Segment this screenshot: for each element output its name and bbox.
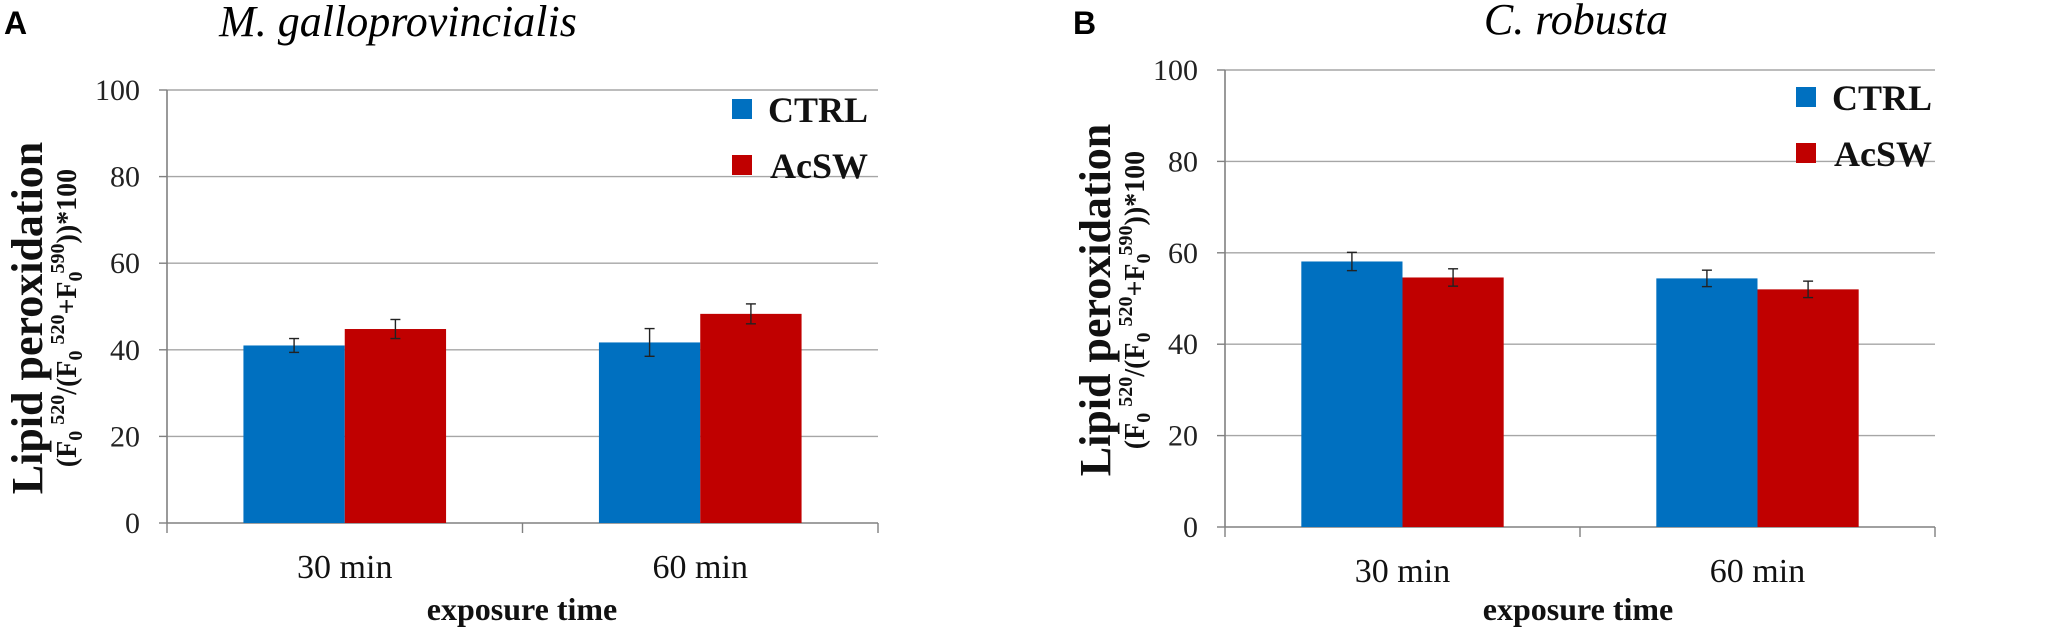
panel-a: A M. galloprovincialis Lipid peroxidatio… — [3, 0, 879, 627]
panel-a-ylabel-main: Lipid peroxidation — [3, 142, 52, 495]
panel-b-bar-ctrl-2 — [1656, 278, 1758, 527]
panel-b-letter: B — [1073, 5, 1096, 41]
panel-b-ylabel: Lipid peroxidation (F0520/(F0520+F0590))… — [1071, 124, 1155, 477]
panel-a-legend-label-acsw: AcSW — [770, 146, 868, 186]
panel-b-ytick-label: 100 — [1153, 54, 1198, 87]
panel-b-legend-label-acsw: AcSW — [1834, 134, 1932, 174]
panel-a-legend: CTRL AcSW — [732, 90, 868, 186]
panel-b-ytick-label: 20 — [1168, 420, 1198, 453]
panel-b-bar-acsw-2 — [1757, 289, 1859, 527]
panel-a-xlabel: exposure time — [427, 591, 617, 627]
panel-a-legend-swatch-acsw — [732, 155, 752, 175]
panel-b-legend-swatch-ctrl — [1796, 87, 1816, 107]
panel-a-ytick-label: 40 — [110, 334, 140, 367]
panel-a-ytick-label: 20 — [110, 420, 140, 453]
panel-b-ytick-label: 60 — [1168, 237, 1198, 270]
panel-b-ytick-label: 0 — [1183, 511, 1198, 544]
panel-a-ylabel-sub: (F0520/(F0520+F0590))*100 — [47, 169, 87, 467]
panel-a-bar-acsw-1 — [344, 329, 447, 523]
panel-b-title: C. robusta — [1484, 0, 1668, 44]
panel-b-category-label: 60 min — [1710, 553, 1805, 590]
panel-a-plot: 0 20 40 60 80 100 30 min 60 min — [95, 74, 879, 586]
panel-b: B C. robusta Lipid peroxidation (F0520/(… — [1071, 0, 1936, 627]
panel-b-legend: CTRL AcSW — [1796, 78, 1932, 174]
panel-a-ylabel: Lipid peroxidation (F0520/(F0520+F0590))… — [3, 142, 87, 495]
panel-b-ylabel-main: Lipid peroxidation — [1071, 124, 1120, 477]
panel-a-ytick-label: 60 — [110, 247, 140, 280]
panel-a-ytick-label: 80 — [110, 161, 140, 194]
panel-b-plot: 0 20 40 60 80 100 30 min 60 min — [1153, 54, 1936, 590]
panel-b-legend-label-ctrl: CTRL — [1832, 78, 1932, 118]
panel-a-legend-swatch-ctrl — [732, 99, 752, 119]
panel-a-letter: A — [4, 5, 27, 41]
panel-a-legend-label-ctrl: CTRL — [768, 90, 868, 130]
panel-a-category-label: 60 min — [653, 549, 748, 586]
panel-a-bar-acsw-2 — [700, 313, 802, 523]
panel-b-ytick-label: 80 — [1168, 145, 1198, 178]
panel-a-bar-ctrl-2 — [598, 342, 701, 523]
panel-b-xlabel: exposure time — [1483, 591, 1673, 627]
panel-b-bar-ctrl-1 — [1301, 261, 1403, 527]
panel-a-bar-ctrl-1 — [243, 345, 345, 523]
panel-a-ytick-label: 0 — [125, 507, 140, 540]
panel-a-ytick-label: 100 — [95, 74, 140, 107]
panel-b-category-label: 30 min — [1355, 553, 1450, 590]
panel-b-bar-acsw-1 — [1402, 277, 1504, 527]
panel-b-ytick-label: 40 — [1168, 328, 1198, 361]
panel-a-title: M. galloprovincialis — [218, 0, 577, 46]
panel-a-category-label: 30 min — [297, 549, 392, 586]
panel-b-legend-swatch-acsw — [1796, 143, 1816, 163]
panel-b-ylabel-sub: (F0520/(F0520+F0590))*100 — [1115, 151, 1155, 449]
